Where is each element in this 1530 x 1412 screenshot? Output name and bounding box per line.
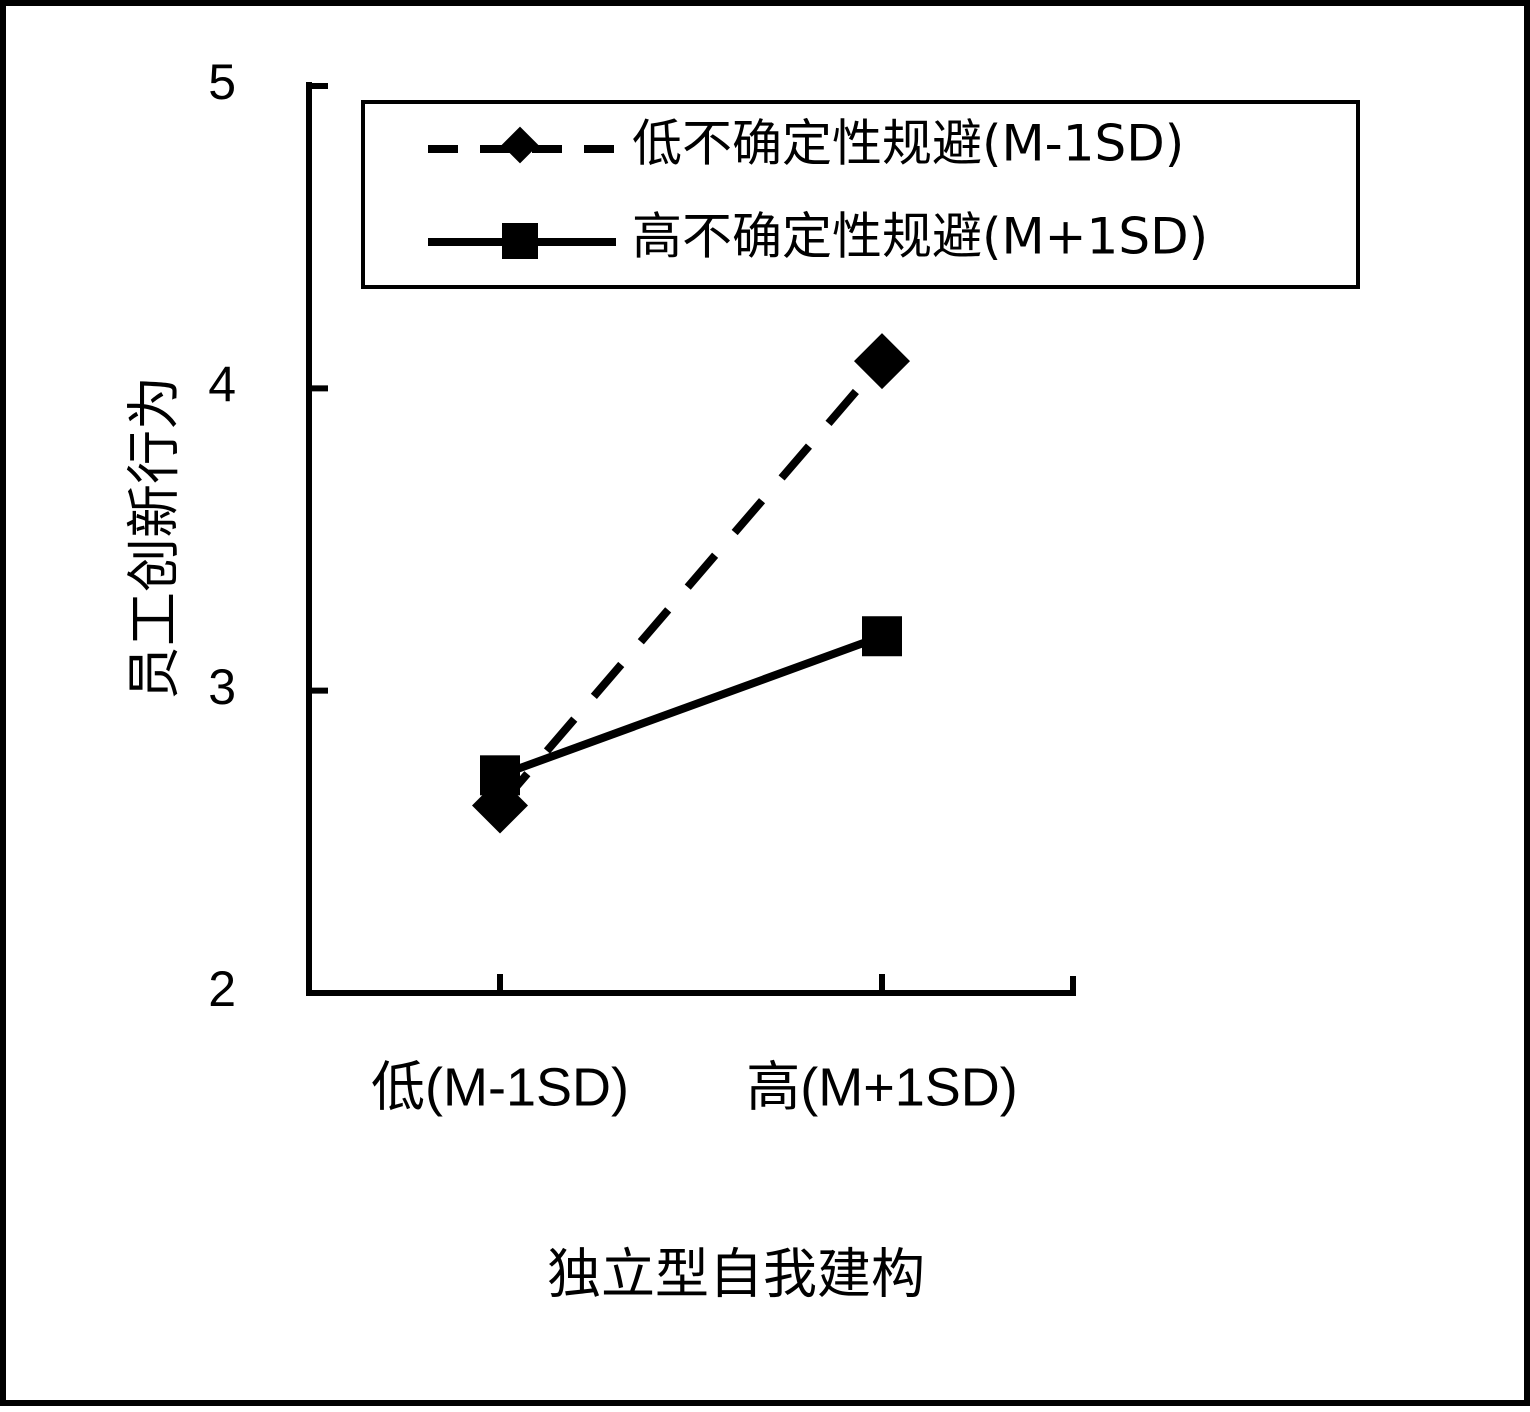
legend-label-high: 高不确定性规避(M+1SD): [632, 208, 1208, 266]
y-axis-title: 员工创新行为: [123, 376, 186, 700]
x-ticks: 低(M-1SD) 高(M+1SD): [371, 974, 1018, 1117]
data-point-square: [480, 755, 520, 796]
series-line-low: [496, 358, 886, 809]
x-tick-label: 高(M+1SD): [746, 1057, 1018, 1117]
series-layer: [472, 333, 910, 834]
legend-marker-diamond: [501, 126, 539, 164]
legend-marker-square: [502, 223, 538, 259]
x-axis-title: 独立型自我建构: [547, 1243, 925, 1306]
data-point-square: [862, 616, 902, 657]
y-ticks: 2 3 4 5: [208, 54, 328, 1017]
y-tick-label: 5: [208, 54, 236, 110]
y-tick-label: 3: [208, 659, 236, 715]
y-tick-label: 4: [208, 357, 236, 413]
y-tick-label: 2: [208, 961, 236, 1017]
data-point-diamond: [854, 333, 910, 390]
x-tick-label: 低(M-1SD): [371, 1057, 629, 1117]
series-line-high: [498, 632, 884, 780]
legend: 低不确定性规避(M-1SD) 高不确定性规避(M+1SD): [361, 100, 1360, 289]
interaction-line-chart: 2 3 4 5 低(M-1SD) 高(M+1SD) 员工创新行为 独立型自我建构 低不确…: [123, 54, 1360, 1306]
legend-label-low: 低不确定性规避(M-1SD): [632, 115, 1184, 173]
